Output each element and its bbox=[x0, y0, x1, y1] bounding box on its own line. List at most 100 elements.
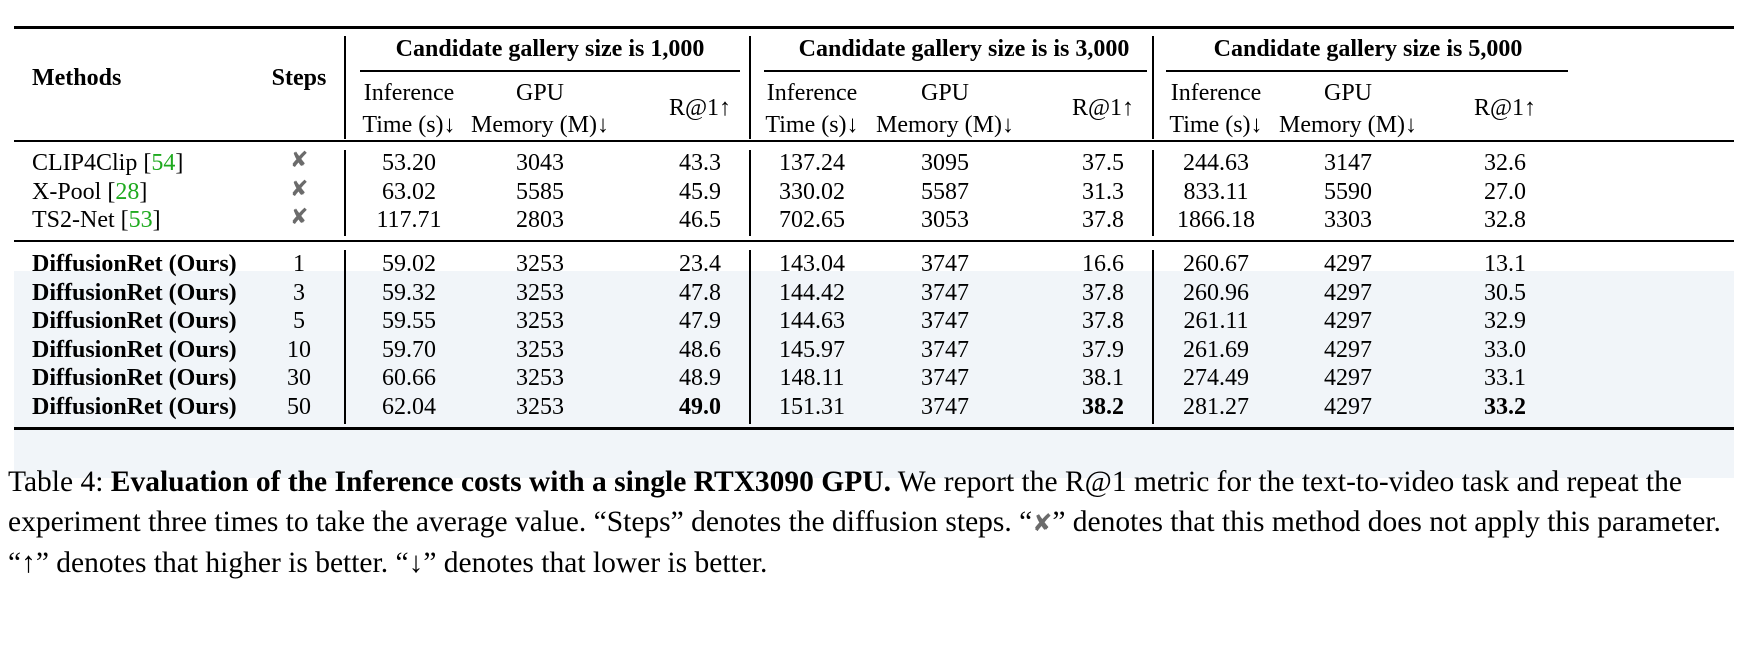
table-cell: 3253 bbox=[516, 308, 564, 335]
table-cell: 37.8 bbox=[1082, 279, 1124, 306]
subheader-r-at-1-1: R@1↑ bbox=[640, 92, 760, 124]
subheader-r-at-1-3: R@1↑ bbox=[1445, 92, 1565, 124]
table-cell: 5585 bbox=[516, 178, 564, 205]
group-header-5000: Candidate gallery size is 5,000 bbox=[1213, 36, 1523, 62]
table-cell: 261.69 bbox=[1183, 336, 1249, 363]
table-cell: 148.11 bbox=[779, 365, 845, 392]
table-caption: Table 4: Evaluation of the Inference cos… bbox=[8, 462, 1738, 583]
table-cell: 3747 bbox=[921, 251, 969, 277]
caption-text-1: We report the R@1 metric for the text-to… bbox=[8, 466, 1682, 538]
subheader-line: R@1↑ bbox=[1071, 95, 1135, 121]
col-separator-3 bbox=[1152, 36, 1154, 139]
col-separator-1 bbox=[344, 36, 346, 139]
steps-value: 5 bbox=[293, 308, 305, 335]
table-cell: 45.9 bbox=[679, 178, 721, 205]
subheader-gpu-memory-3: GPU Memory (M)↓ bbox=[1253, 77, 1443, 141]
table-cell: 60.66 bbox=[382, 365, 436, 392]
ours-rows-shading bbox=[14, 271, 1734, 478]
table-cell: 274.49 bbox=[1183, 365, 1249, 392]
table-cell: 32.9 bbox=[1484, 308, 1526, 335]
table-cell: 145.97 bbox=[779, 336, 845, 363]
table-cell: 144.42 bbox=[779, 279, 845, 306]
col-separator-1b bbox=[344, 150, 346, 236]
group-underline-3000 bbox=[764, 70, 1147, 72]
table-cell: 4297 bbox=[1324, 394, 1372, 420]
table-cell: 3253 bbox=[516, 279, 564, 306]
header-rule bbox=[14, 140, 1734, 142]
table-cell: 1866.18 bbox=[1177, 207, 1255, 234]
table-cell: 47.8 bbox=[679, 279, 721, 306]
table-cell: 47.9 bbox=[679, 308, 721, 335]
col-separator-2b bbox=[749, 150, 751, 236]
subheader-gpu-memory-1: GPU Memory (M)↓ bbox=[445, 77, 635, 141]
method-name: TS2-Net [53] bbox=[32, 207, 161, 234]
method-label: DiffusionRet (Ours) bbox=[32, 336, 237, 363]
subheader-line: GPU bbox=[1323, 80, 1372, 106]
subheader-line: Memory (M)↓ bbox=[1279, 112, 1417, 138]
table-cell: 5590 bbox=[1324, 178, 1372, 205]
table-cell: 53.20 bbox=[382, 150, 436, 176]
method-name: X-Pool [28] bbox=[32, 178, 148, 205]
subheader-gpu-memory-2: GPU Memory (M)↓ bbox=[850, 77, 1040, 141]
table-cell: 13.1 bbox=[1484, 251, 1526, 277]
table-cell: 27.0 bbox=[1484, 178, 1526, 205]
subheader-line: R@1↑ bbox=[668, 95, 732, 121]
table-cell: 3053 bbox=[921, 207, 969, 234]
subheader-line: GPU bbox=[515, 80, 564, 106]
table-cell: 32.8 bbox=[1484, 207, 1526, 234]
table-cell: 143.04 bbox=[779, 251, 845, 277]
col-separator-3c bbox=[1152, 250, 1154, 424]
method-label: DiffusionRet (Ours) bbox=[32, 279, 237, 306]
top-rule bbox=[14, 26, 1734, 29]
subheader-r-at-1-2: R@1↑ bbox=[1043, 92, 1163, 124]
table-cell: 48.6 bbox=[679, 336, 721, 363]
citation-link[interactable]: 53 bbox=[128, 207, 153, 234]
table-cell: 48.9 bbox=[679, 365, 721, 392]
caption-text-2: ” denotes that this method does not appl… bbox=[8, 506, 1721, 579]
table-cell: 37.8 bbox=[1082, 308, 1124, 335]
table-cell: 3253 bbox=[516, 365, 564, 392]
citation-link[interactable]: 54 bbox=[151, 150, 176, 176]
bottom-rule bbox=[14, 427, 1734, 430]
subheader-inference-time-2: Inference Time (s)↓ bbox=[732, 77, 892, 141]
table-cell: 31.3 bbox=[1082, 178, 1124, 205]
method-name: DiffusionRet (Ours) bbox=[32, 364, 237, 392]
table-cell: 3303 bbox=[1324, 207, 1372, 234]
table-cell: 3147 bbox=[1324, 150, 1372, 176]
table-cell: 330.02 bbox=[779, 178, 845, 205]
table-cell: 37.9 bbox=[1082, 336, 1124, 363]
col-separator-2c bbox=[749, 250, 751, 424]
table-cell: 833.11 bbox=[1183, 178, 1249, 205]
x-mark-icon: ✘ bbox=[290, 148, 309, 173]
table-cell: 137.24 bbox=[779, 150, 845, 176]
method-name: DiffusionRet (Ours) bbox=[32, 279, 237, 307]
table-cell: 3095 bbox=[921, 150, 969, 176]
subheader-line: Memory (M)↓ bbox=[471, 112, 609, 138]
header-methods: Methods bbox=[32, 65, 122, 91]
table-cell: 117.71 bbox=[376, 207, 442, 234]
table-cell: 33.1 bbox=[1484, 365, 1526, 392]
table-cell: 38.2 bbox=[1082, 394, 1124, 420]
table-cell: 3747 bbox=[921, 394, 969, 420]
table-cell: 3253 bbox=[516, 394, 564, 420]
table-cell: 43.3 bbox=[679, 150, 721, 176]
table-cell: 2803 bbox=[516, 207, 564, 234]
subheader-line: Time (s)↓ bbox=[765, 112, 859, 138]
table-cell: 46.5 bbox=[679, 207, 721, 234]
citation-link[interactable]: 28 bbox=[115, 178, 140, 205]
steps-value: 50 bbox=[287, 394, 311, 420]
subheader-line: Inference bbox=[1170, 80, 1262, 106]
table-cell: 3253 bbox=[516, 336, 564, 363]
table-cell: 38.1 bbox=[1082, 365, 1124, 392]
group-header-1000: Candidate gallery size is 1,000 bbox=[395, 36, 705, 62]
table-cell: 49.0 bbox=[679, 394, 721, 420]
mid-rule bbox=[14, 240, 1734, 242]
table-cell: 4297 bbox=[1324, 365, 1372, 392]
method-label: DiffusionRet (Ours) bbox=[32, 365, 237, 392]
subheader-line: Memory (M)↓ bbox=[876, 112, 1014, 138]
table-cell: 244.63 bbox=[1183, 150, 1249, 176]
method-label: X-Pool bbox=[32, 178, 102, 205]
caption-label: Table 4: bbox=[8, 466, 111, 498]
method-name: CLIP4Clip [54] bbox=[32, 150, 184, 176]
method-name: DiffusionRet (Ours) bbox=[32, 336, 237, 364]
